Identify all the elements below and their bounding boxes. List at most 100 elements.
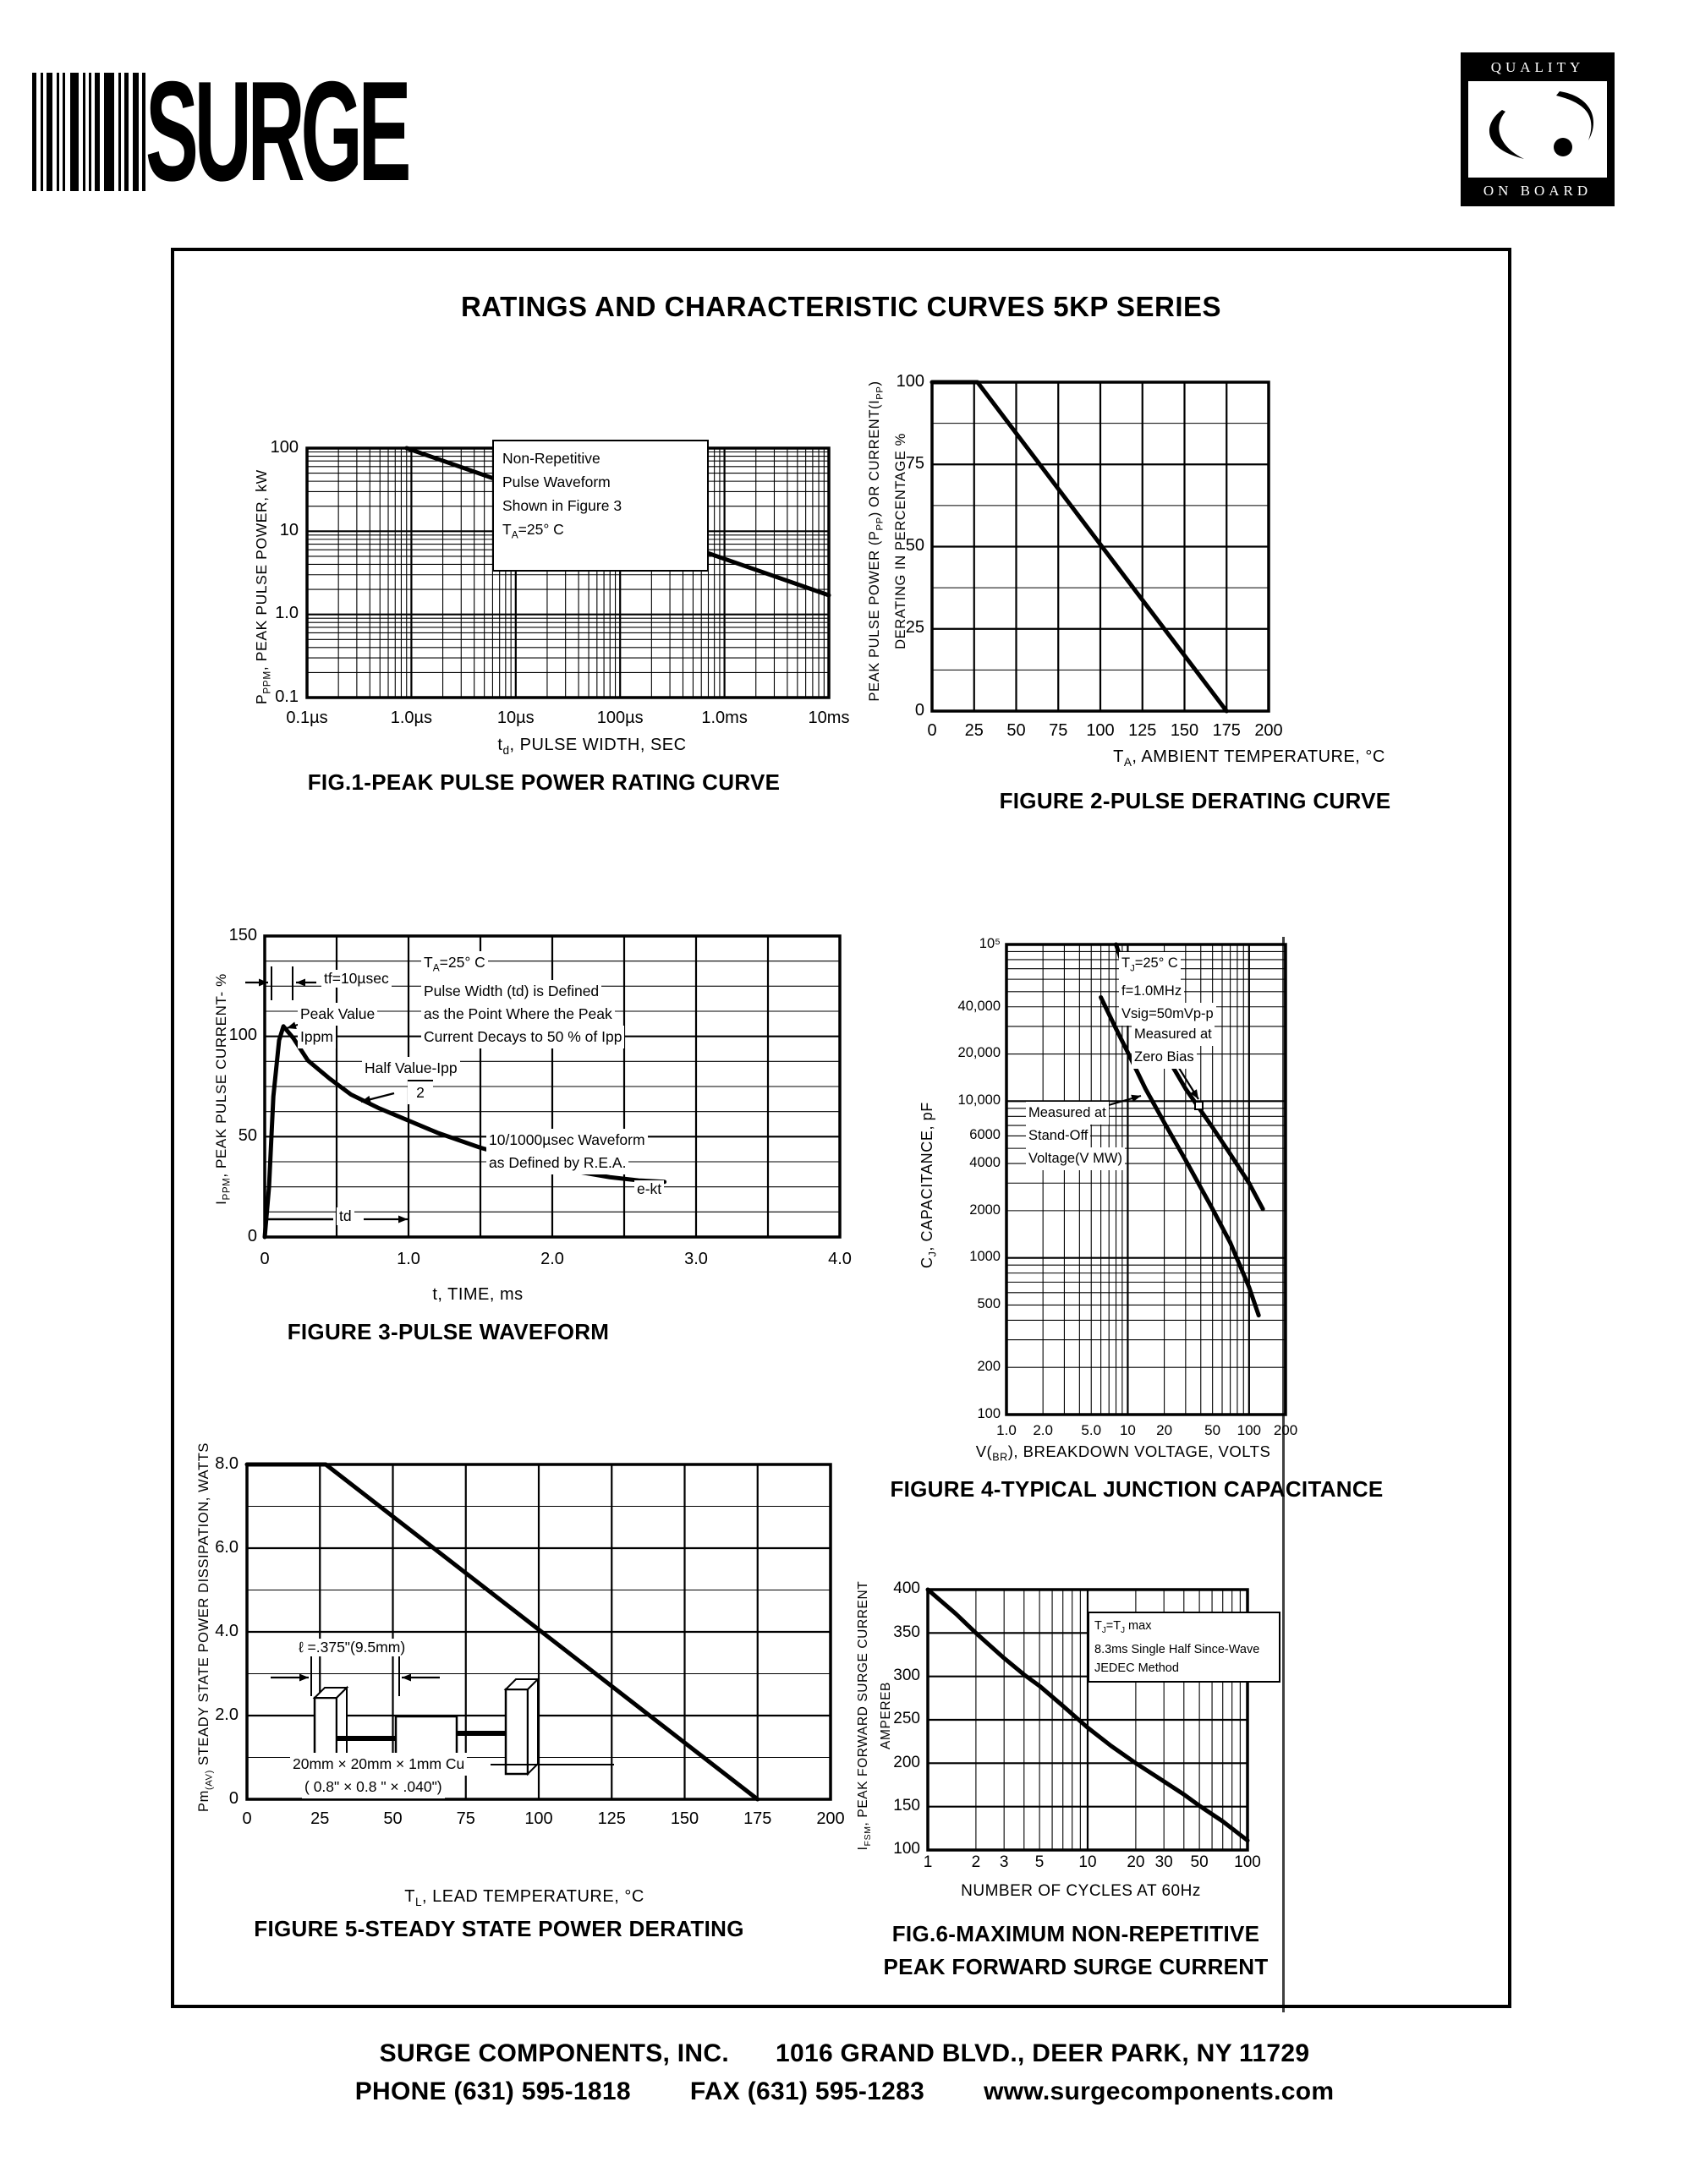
tick-label: 40,000 xyxy=(957,998,1001,1014)
tick-label: 0 xyxy=(228,1788,239,1808)
tick-label: 200 xyxy=(977,1358,1001,1374)
barcode-icon xyxy=(32,73,145,191)
fig5-copper-pad-annotation: 20mm × 20mm × 1mm Cu ( 0.8" × 0.8 " × .0… xyxy=(290,1753,468,1798)
tick-label: 50 xyxy=(1204,1422,1221,1438)
tick-label: 20,000 xyxy=(957,1045,1001,1061)
tick-label: 0 xyxy=(242,1809,252,1828)
tick-label: 1000 xyxy=(969,1249,1001,1265)
footer-fax: FAX (631) 595-1283 xyxy=(689,2077,925,2105)
tick-label: 10,000 xyxy=(957,1092,1001,1108)
comet-swirl-icon xyxy=(1489,91,1594,159)
tick-label: 100 xyxy=(1237,1422,1262,1438)
tick-label: 25 xyxy=(964,721,984,740)
tick-label: 350 xyxy=(893,1623,920,1641)
tick-label: 200 xyxy=(1273,1422,1298,1438)
tick-label: 5 xyxy=(1034,1853,1045,1871)
tick-label: 125 xyxy=(1128,721,1157,740)
barcode-stripe xyxy=(104,73,114,191)
footer-line2: PHONE (631) 595-1818 FAX (631) 595-1283 … xyxy=(0,2077,1689,2106)
tick-label: 100 xyxy=(896,371,924,391)
tick-label: 150 xyxy=(1170,721,1199,740)
tick-label: 50 xyxy=(1190,1853,1209,1871)
tick-label: 2.0 xyxy=(540,1250,564,1268)
tick-label: 0 xyxy=(260,1250,270,1268)
tick-label: 50 xyxy=(905,536,924,556)
barcode-stripe xyxy=(133,73,139,191)
tick-label: 300 xyxy=(893,1666,920,1684)
tick-label: 3.0 xyxy=(684,1250,708,1268)
fig4-standoff-annotation: Measured at Stand-Off Voltage(V MW) xyxy=(1026,1102,1125,1170)
fig6-x-axis-label: NUMBER OF CYCLES AT 60Hz xyxy=(961,1882,1201,1900)
badge-inner-panel xyxy=(1468,81,1607,178)
tick-label: 10 xyxy=(1119,1422,1136,1438)
fig5-lead-length-annotation: ℓ =.375"(9.5mm) xyxy=(296,1639,409,1656)
tick-label: 100 xyxy=(893,1840,920,1858)
tick-label: 10ms xyxy=(808,709,850,727)
tick-label: 200 xyxy=(893,1753,920,1771)
tick-label: 150 xyxy=(670,1809,699,1828)
fig3-conditions-annotation: TA=25° C Pulse Width (td) is Defined as … xyxy=(421,951,625,1048)
tick-label: 10 xyxy=(279,520,299,539)
tick-label: 175 xyxy=(743,1809,772,1828)
fig4-caption: FIGURE 4-TYPICAL JUNCTION CAPACITANCE xyxy=(890,1476,1384,1502)
tick-label: 5.0 xyxy=(1081,1422,1102,1438)
tick-label: 1 xyxy=(923,1853,933,1871)
tick-label: 1.0ms xyxy=(701,709,748,727)
fig3-y-axis-label: IPPM, PEAK PULSE CURRENT- % xyxy=(213,937,232,1241)
tick-label: 4.0 xyxy=(215,1621,239,1640)
tick-label: 100 xyxy=(524,1809,553,1828)
fig6-caption-line1: FIG.6-MAXIMUM NON-REPETITIVE xyxy=(891,1921,1260,1946)
fig5-caption: FIGURE 5-STEADY STATE POWER DERATING xyxy=(254,1916,744,1941)
fig4-conditions-annotation: TJ=25° C f=1.0MHz Vsig=50mVp-p xyxy=(1119,952,1216,1026)
footer-line1: SURGE COMPONENTS, INC. 1016 GRAND BLVD.,… xyxy=(0,2039,1689,2068)
barcode-stripe xyxy=(89,73,91,191)
tick-label: 1.0 xyxy=(996,1422,1017,1438)
fig5-y-axis-label: Pm(AV) STEADY STATE POWER DISSIPATION, W… xyxy=(196,1442,215,1812)
tick-label: 100µs xyxy=(596,709,644,727)
tick-label: 10 xyxy=(1078,1853,1097,1871)
annotation-line: Non-Repetitive xyxy=(502,450,600,467)
tick-label: 25 xyxy=(905,618,924,638)
tick-label: 2.0 xyxy=(215,1705,239,1724)
tick-label: 3 xyxy=(999,1853,1009,1871)
series-measured-at-stand-off-voltage xyxy=(1099,995,1261,1318)
fig2-y-axis-label: PEAK PULSE POWER (PPP) OR CURRENT(IPP) D… xyxy=(864,364,912,719)
tick-label: 4000 xyxy=(969,1154,1001,1170)
fig3-caption: FIGURE 3-PULSE WAVEFORM xyxy=(287,1319,610,1344)
footer-website[interactable]: www.surgecomponents.com xyxy=(984,2077,1335,2105)
tick-label: 50 xyxy=(1006,721,1026,740)
fig5-y-axis-label-text: Pm(AV) STEADY STATE POWER DISSIPATION, W… xyxy=(196,1442,215,1812)
tick-label: 30 xyxy=(1154,1853,1173,1871)
tick-label: 1.0 xyxy=(397,1250,420,1268)
tick-label: 8.0 xyxy=(215,1453,239,1473)
quality-on-board-badge: QUALITY ON BOARD xyxy=(1461,52,1615,206)
tick-label: 100 xyxy=(977,1405,1001,1421)
series-peak-forward-surge-current xyxy=(925,1587,1250,1843)
barcode-stripe xyxy=(83,73,85,191)
fig2-caption: FIGURE 2-PULSE DERATING CURVE xyxy=(999,788,1391,813)
tick-label: 150 xyxy=(228,925,257,944)
tick-label: 20 xyxy=(1156,1422,1173,1438)
barcode-stripe xyxy=(32,73,36,191)
fig3-tf-annotation: tf=10µsec xyxy=(321,970,392,988)
tick-label: 175 xyxy=(1212,721,1241,740)
tick-label: 150 xyxy=(893,1796,920,1815)
barcode-stripe xyxy=(124,73,129,191)
tick-label: 50 xyxy=(238,1125,257,1145)
fig1-x-axis-label: td, PULSE WIDTH, SEC xyxy=(497,736,687,757)
surge-logo: SURGE xyxy=(32,60,612,202)
fig3-waveform-annotation: 10/1000µsec Waveform as Defined by R.E.A… xyxy=(486,1129,648,1174)
tick-label: 250 xyxy=(893,1710,920,1728)
footer-company: SURGE COMPONENTS, INC. xyxy=(379,2039,729,2067)
fig1-caption: FIG.1-PEAK PULSE POWER RATING CURVE xyxy=(307,769,781,795)
tick-label: 100 xyxy=(270,437,299,457)
tick-label: 6.0 xyxy=(215,1537,239,1557)
fig2-x-axis-label: TA, AMBIENT TEMPERATURE, °C xyxy=(1113,747,1385,769)
tick-label: 75 xyxy=(1049,721,1068,740)
tick-label: 0 xyxy=(914,700,924,720)
annotation-line: Shown in Figure 3 xyxy=(502,497,622,514)
badge-bottom-label: ON BOARD xyxy=(1483,183,1593,199)
fig6-y-axis-label: IFSM, PEAK FORWARD SURGE CURRENT AMPEREB xyxy=(854,1578,896,1853)
fig3-td-annotation: td xyxy=(337,1207,354,1225)
tick-label: 2.0 xyxy=(1033,1422,1053,1438)
